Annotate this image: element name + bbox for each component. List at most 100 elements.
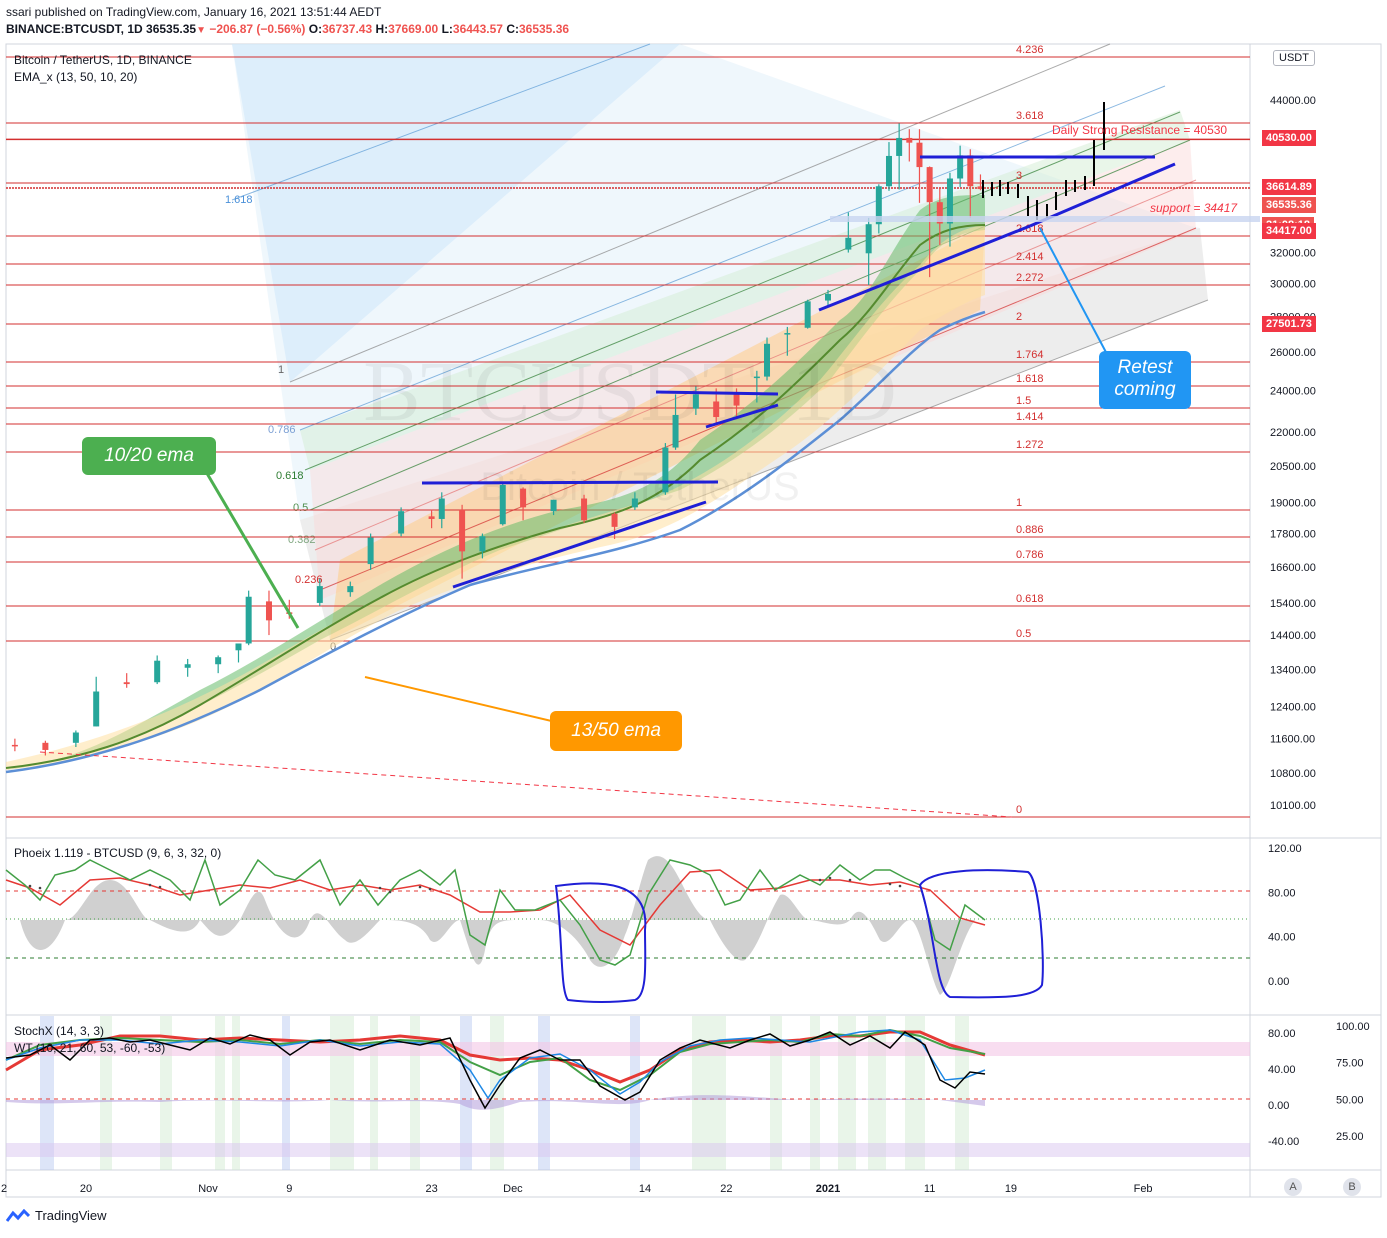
stoch-tick-right: 75.00 — [1336, 1058, 1364, 1070]
stoch-tick-right: 50.00 — [1336, 1094, 1364, 1106]
fib-level-label: 1 — [1016, 497, 1022, 509]
trend-lines — [421, 155, 1176, 589]
trendline-support-jan-ext[interactable] — [1029, 162, 1176, 228]
footer[interactable]: TradingView — [6, 1208, 107, 1223]
candle[interactable] — [631, 492, 638, 510]
ema-slow-pointer — [364, 676, 561, 724]
candle[interactable] — [347, 581, 354, 597]
candle-body — [438, 498, 445, 519]
fib-level-label: 4.236 — [1016, 44, 1044, 56]
wt-title[interactable]: WT (10, 21, 60, 53, -60, -53) — [14, 1041, 166, 1055]
candle[interactable] — [438, 492, 445, 529]
candle[interactable] — [753, 370, 760, 403]
ema-fast-callout: 10/20 ema — [82, 437, 216, 475]
candle[interactable] — [550, 499, 557, 516]
candle[interactable] — [581, 494, 588, 523]
trendline-support-dec[interactable] — [452, 500, 707, 589]
support-zone — [830, 216, 1260, 222]
candle-body — [398, 511, 405, 534]
candle[interactable] — [662, 443, 669, 495]
candle-body — [662, 447, 669, 493]
candle-body — [235, 643, 242, 651]
phoeix-circle-jan — [918, 869, 1044, 999]
candle[interactable] — [957, 145, 964, 187]
candle[interactable] — [265, 590, 272, 636]
trendline-resistance-xmas[interactable] — [655, 390, 779, 396]
channel-label: 0.5 — [293, 502, 308, 514]
candle-body — [520, 488, 527, 508]
price-tick: 17800.00 — [1270, 529, 1316, 541]
candle[interactable] — [42, 740, 49, 756]
candlestick-series — [11, 123, 984, 756]
price-tick: 26000.00 — [1270, 347, 1316, 359]
candle[interactable] — [123, 673, 130, 688]
fib-level-label: 0.5 — [1016, 628, 1031, 640]
candle[interactable] — [72, 730, 79, 747]
candle[interactable] — [215, 655, 222, 674]
stoch-title[interactable]: StochX (14, 3, 3) — [14, 1024, 105, 1038]
channel-line — [314, 179, 1197, 551]
trendline-resistance-dec[interactable] — [421, 480, 719, 485]
ema-indicator-label[interactable]: EMA_x (13, 50, 10, 20) — [14, 70, 138, 84]
phoeix-histogram — [6, 856, 985, 995]
ema-slow-line — [5, 310, 986, 774]
candle[interactable] — [428, 509, 435, 529]
candle[interactable] — [459, 504, 466, 579]
ema-fast-pointer — [203, 469, 300, 629]
trendline-support-xmas[interactable] — [705, 403, 779, 429]
close-label: C: — [506, 22, 519, 36]
fib-level-label: 1.764 — [1016, 349, 1044, 361]
candle-body — [804, 301, 811, 328]
candle[interactable] — [804, 299, 811, 329]
candle-body — [896, 137, 903, 156]
time-tick: 23 — [425, 1183, 437, 1195]
candle[interactable] — [977, 174, 984, 191]
price-tick: 10800.00 — [1270, 768, 1316, 780]
candle-body — [906, 137, 913, 143]
candle[interactable] — [764, 337, 771, 381]
candle[interactable] — [184, 658, 191, 677]
candle[interactable] — [398, 507, 405, 537]
phoeix-title[interactable]: Phoeix 1.119 - BTCUSD (9, 6, 3, 32, 0) — [14, 846, 222, 860]
open-value: 36737.43 — [322, 22, 373, 36]
candle[interactable] — [154, 655, 161, 685]
log-scale-button[interactable]: B — [1343, 1178, 1361, 1196]
candle[interactable] — [520, 487, 527, 521]
candle[interactable] — [865, 217, 872, 286]
candle[interactable] — [672, 394, 679, 450]
price-tick: 32000.00 — [1270, 248, 1316, 260]
candle[interactable] — [825, 289, 831, 307]
tradingview-logo-icon — [6, 1208, 30, 1222]
support-label: support = 34417 — [1150, 201, 1238, 215]
trendline-support-jan[interactable] — [818, 224, 1031, 312]
candle[interactable] — [784, 326, 791, 356]
price-tick: 22000.00 — [1270, 427, 1316, 439]
stoch-tick-left: 80.00 — [1268, 1028, 1296, 1040]
candle-body — [347, 586, 354, 593]
candle[interactable] — [875, 184, 882, 234]
candle[interactable] — [11, 738, 18, 752]
candle[interactable] — [611, 512, 618, 539]
candle[interactable] — [245, 590, 252, 646]
candle[interactable] — [93, 676, 100, 727]
candle[interactable] — [885, 142, 892, 191]
candle[interactable] — [916, 129, 923, 203]
candle[interactable] — [906, 129, 913, 162]
candle[interactable] — [967, 149, 974, 218]
candle-body — [428, 516, 435, 519]
candle[interactable] — [479, 533, 486, 559]
candle[interactable] — [367, 533, 374, 570]
candle[interactable] — [316, 578, 323, 607]
currency-button[interactable]: USDT — [1273, 50, 1315, 66]
auto-scale-button[interactable]: A — [1284, 1178, 1302, 1196]
phoeix-dots — [28, 876, 902, 894]
candle[interactable] — [499, 482, 506, 526]
ema-fast-line — [5, 224, 986, 769]
candle[interactable] — [896, 123, 903, 190]
time-axis[interactable]: 2 20 Nov 9 23 Dec 14 22 2021 11 19 Feb — [1, 1183, 1153, 1195]
wt-signal-line — [5, 1031, 986, 1110]
candle[interactable] — [946, 172, 953, 247]
symbol-text[interactable]: BINANCE:BTCUSDT, 1D — [6, 22, 143, 36]
candle[interactable] — [235, 643, 242, 663]
